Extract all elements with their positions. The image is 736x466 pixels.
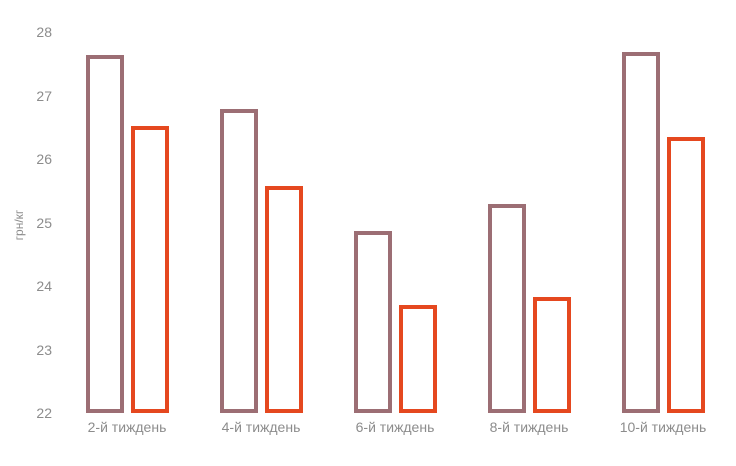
y-tick-label-25: 25 xyxy=(36,215,52,231)
y-tick-label-28: 28 xyxy=(36,24,52,40)
x-tick-label-1: 2-й тиждень xyxy=(87,419,167,435)
y-tick-label-26: 26 xyxy=(36,151,52,167)
bar-series-1-group-2 xyxy=(220,109,258,413)
bar-series-1-group-5 xyxy=(622,52,660,413)
y-tick-label-22: 22 xyxy=(36,405,52,421)
bar-series-2-group-4 xyxy=(533,297,571,413)
bar-series-2-group-5 xyxy=(667,137,705,413)
bar-series-2-group-2 xyxy=(265,186,303,413)
plot-area xyxy=(60,32,730,413)
y-tick-label-23: 23 xyxy=(36,342,52,358)
y-tick-label-24: 24 xyxy=(36,278,52,294)
bar-series-2-group-3 xyxy=(399,305,437,413)
bar-series-1-group-4 xyxy=(488,204,526,413)
y-tick-label-27: 27 xyxy=(36,88,52,104)
bar-series-1-group-1 xyxy=(86,55,124,413)
x-tick-label-2: 4-й тиждень xyxy=(221,419,301,435)
bar-series-1-group-3 xyxy=(354,231,392,413)
bar-series-2-group-1 xyxy=(131,126,169,413)
x-tick-label-5: 10-й тиждень xyxy=(619,419,707,435)
x-tick-label-4: 8-й тиждень xyxy=(489,419,569,435)
x-tick-label-3: 6-й тиждень xyxy=(355,419,435,435)
x-axis-labels: 2-й тиждень 4-й тиждень 6-й тиждень 8-й тиж… xyxy=(60,419,730,439)
